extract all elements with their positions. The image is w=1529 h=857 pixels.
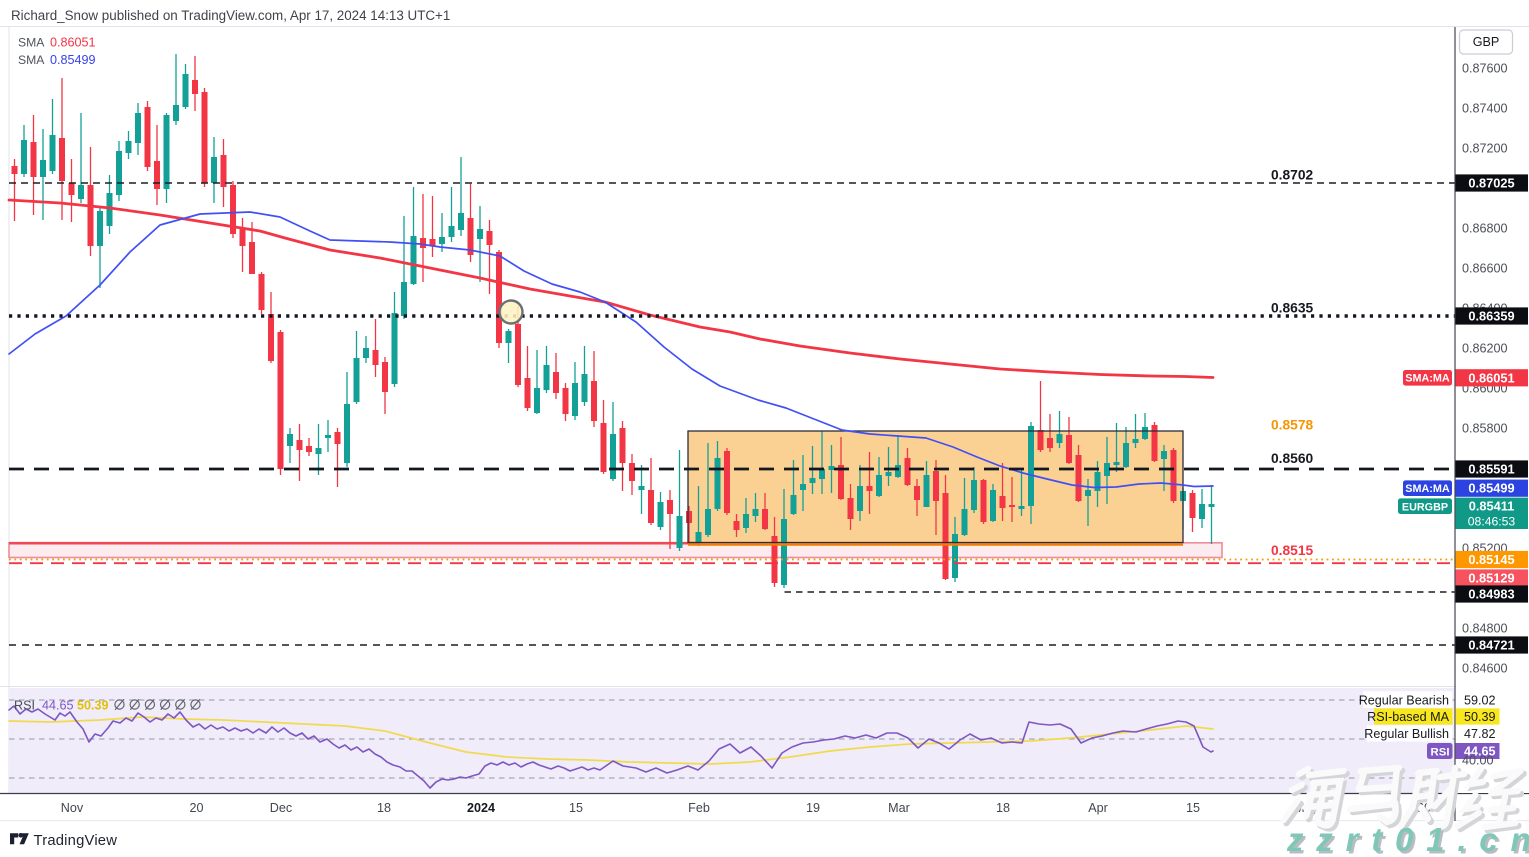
svg-text:RSI: RSI [14,699,35,713]
svg-text:15: 15 [569,801,583,815]
svg-text:Feb: Feb [688,801,710,815]
svg-text:0.85129: 0.85129 [1468,571,1514,586]
svg-text:GBP: GBP [1473,35,1500,49]
svg-text:47.82: 47.82 [1464,727,1496,741]
svg-text:19: 19 [806,801,820,815]
svg-text:SMA:MA: SMA:MA [1405,483,1450,495]
svg-text:0.86800: 0.86800 [1462,221,1508,235]
svg-text:Mar: Mar [888,801,910,815]
svg-text:20: 20 [189,801,203,815]
svg-text:Nov: Nov [61,801,84,815]
svg-text:RSI: RSI [1431,747,1450,759]
svg-text:18: 18 [377,801,391,815]
svg-text:zzrt01.cn: zzrt01.cn [1289,824,1529,857]
svg-text:TradingView: TradingView [34,833,118,849]
svg-text:0.86051: 0.86051 [1468,370,1514,385]
svg-text:0.84721: 0.84721 [1468,638,1514,653]
svg-text:0.87400: 0.87400 [1462,101,1508,115]
svg-text:EURGBP: EURGBP [1402,502,1448,514]
svg-text:0.86600: 0.86600 [1462,261,1508,275]
svg-text:2024: 2024 [467,801,495,815]
svg-text:15: 15 [1186,801,1200,815]
svg-text:0.84600: 0.84600 [1462,661,1508,675]
svg-text:0.85499: 0.85499 [50,53,96,67]
svg-text:RSI-based MA: RSI-based MA [1367,710,1449,724]
svg-text:0.85591: 0.85591 [1468,462,1514,477]
svg-text:0.84800: 0.84800 [1462,621,1508,635]
svg-text:0.8635: 0.8635 [1271,301,1314,316]
svg-text:44.65: 44.65 [1464,745,1496,759]
svg-text:44.65: 44.65 [42,699,74,713]
svg-text:0.8578: 0.8578 [1271,418,1314,433]
svg-text:0.85411: 0.85411 [1469,499,1515,514]
svg-text:Regular Bullish: Regular Bullish [1364,727,1449,741]
svg-text:0.8515: 0.8515 [1271,543,1314,558]
svg-text:Apr: Apr [1088,801,1108,815]
svg-text:50.39: 50.39 [77,699,109,713]
svg-text:zzrt01.cn: zzrt01.cn [1286,821,1529,857]
svg-text:0.87600: 0.87600 [1462,61,1508,75]
svg-text:0.85499: 0.85499 [1468,481,1514,496]
svg-text:0.86051: 0.86051 [50,36,96,50]
svg-text:SMA: SMA [18,36,45,50]
svg-text:0.85800: 0.85800 [1462,421,1508,435]
svg-text:Regular Bearish: Regular Bearish [1359,693,1449,707]
svg-text:0.87025: 0.87025 [1468,176,1514,191]
svg-text:SMA: SMA [18,53,45,67]
svg-text:40.00: 40.00 [1462,754,1494,768]
svg-text:59.02: 59.02 [1464,693,1496,707]
svg-text:0.86359: 0.86359 [1468,309,1514,324]
svg-text:Richard_Snow published on Trad: Richard_Snow published on TradingView.co… [11,8,450,23]
svg-text:0.87200: 0.87200 [1462,141,1508,155]
svg-text:0.86200: 0.86200 [1462,341,1508,355]
svg-text:08:46:53: 08:46:53 [1468,515,1516,529]
svg-text:SMA:MA: SMA:MA [1405,373,1450,385]
svg-text:50.39: 50.39 [1464,710,1496,724]
svg-text:Dec: Dec [270,801,292,815]
svg-text:0.8702: 0.8702 [1271,168,1314,183]
svg-text:0.85145: 0.85145 [1468,552,1514,567]
svg-text:0.84983: 0.84983 [1468,587,1514,602]
svg-text:18: 18 [996,801,1010,815]
svg-text:0.8560: 0.8560 [1271,451,1314,466]
